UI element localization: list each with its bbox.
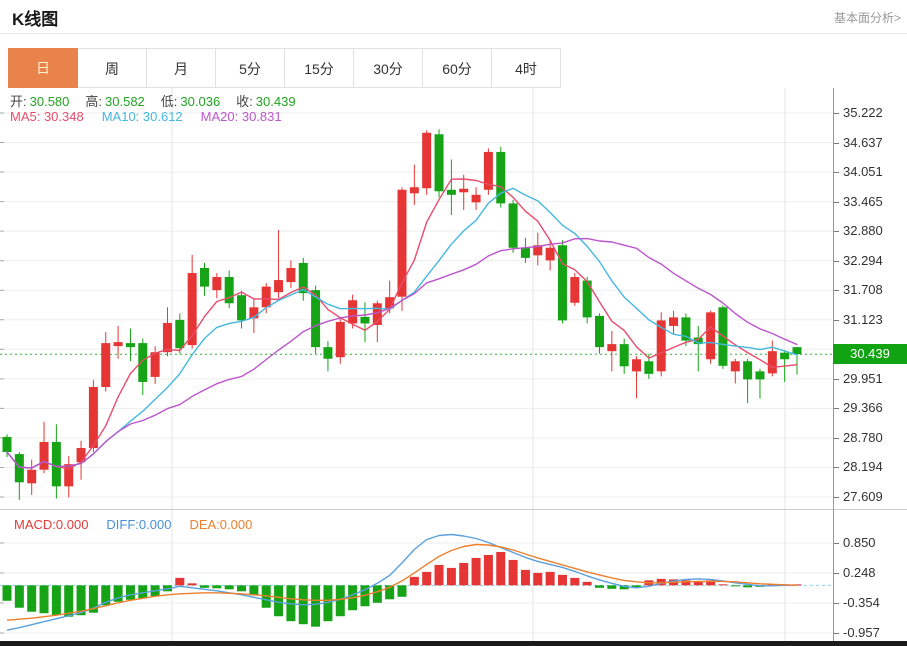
price-tick: 31.123 — [834, 312, 883, 327]
header: K线图 基本面分析> — [0, 0, 907, 34]
price-tick: 29.366 — [834, 401, 883, 415]
price-tick: 34.637 — [834, 135, 883, 150]
macd-tick: 0.850 — [834, 536, 876, 550]
ma-legend-item: MA10: 30.612 — [101, 109, 183, 124]
price-tick: 32.294 — [834, 253, 883, 268]
tab-month[interactable]: 月 — [146, 48, 216, 88]
ohlc-label: 低: — [160, 94, 178, 109]
price-axis-column: 35.222 34.637 34.051 33.465 32.880 32.294 31.7… — [833, 88, 907, 641]
ohlc-legend: 开: 30.580 高: 30.582 低: 30.036 收: 30.439 — [10, 91, 312, 110]
macd-tick: -0.957 — [834, 626, 880, 640]
bottom-scrollbar[interactable] — [0, 641, 907, 646]
ohlc-value: 30.439 — [255, 94, 296, 109]
ohlc-value: 30.036 — [180, 94, 221, 109]
ohlc-value: 30.582 — [105, 94, 145, 109]
price-tick: 35.222 — [834, 106, 883, 120]
ohlc-label: 开: — [10, 94, 27, 109]
tab-week[interactable]: 周 — [77, 48, 147, 88]
price-tick: 34.051 — [834, 165, 883, 179]
main-candlestick-chart[interactable] — [0, 88, 833, 510]
macd-tick: -0.354 — [834, 595, 880, 610]
current-price-tag: 30.439 — [833, 344, 907, 365]
price-tick: 29.951 — [834, 371, 883, 386]
price-tick: 28.194 — [834, 460, 883, 474]
macd-tick: 0.248 — [834, 565, 876, 580]
tab-30min[interactable]: 30分 — [353, 48, 423, 88]
ohlc-value: 30.580 — [29, 94, 70, 109]
panel-divider — [0, 509, 907, 510]
fundamental-analysis-link[interactable]: 基本面分析> — [833, 11, 901, 25]
ma-legend: MA5: 30.348 MA10: 30.612 MA20: 30.831 — [10, 109, 300, 124]
tab-60min[interactable]: 60分 — [422, 48, 492, 88]
chart-area: 开: 30.580 高: 30.582 低: 30.036 收: 30.439 MA5: 30… — [0, 88, 907, 646]
price-tick: 33.465 — [834, 194, 883, 209]
macd-legend-item: DIFF:0.000 — [106, 517, 172, 532]
tab-5min[interactable]: 5分 — [215, 48, 285, 88]
macd-legend-item: MACD:0.000 — [14, 517, 89, 532]
tab-day[interactable]: 日 — [8, 48, 78, 88]
ma-legend-item: MA5: 30.348 — [10, 109, 84, 124]
tab-4hour[interactable]: 4时 — [491, 48, 561, 88]
price-tick: 27.609 — [834, 490, 883, 504]
ohlc-label: 收: — [236, 94, 253, 109]
tab-15min[interactable]: 15分 — [284, 48, 354, 88]
page-title: K线图 — [12, 10, 59, 29]
price-tick: 32.880 — [834, 224, 883, 238]
macd-legend: MACD:0.000 DIFF:0.000 DEA:0.000 — [14, 517, 270, 532]
period-tab-bar: 日周月 5分 15分 30分 60分 4时 — [8, 48, 561, 88]
macd-legend-item: DEA:0.000 — [189, 517, 253, 532]
ohlc-label: 高: — [85, 94, 103, 109]
price-tick: 28.780 — [834, 430, 883, 445]
macd-chart[interactable] — [0, 510, 833, 641]
ma-legend-item: MA20: 30.831 — [200, 109, 282, 124]
price-tick: 31.708 — [834, 283, 883, 297]
